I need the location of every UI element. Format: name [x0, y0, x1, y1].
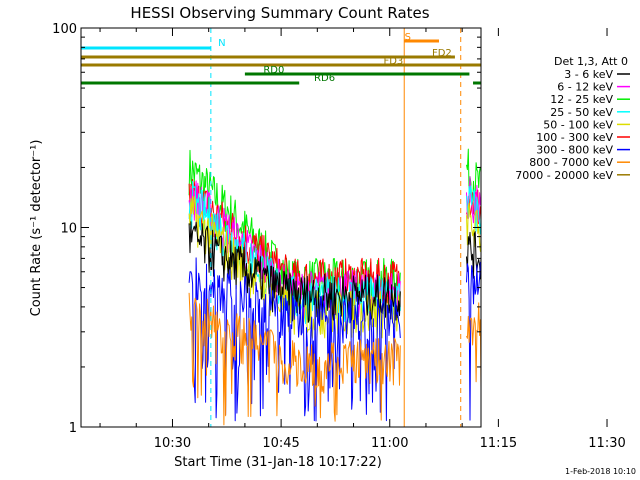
- x-tick-label: 10:30: [154, 436, 191, 451]
- legend-header: Det 1,3, Att 0: [554, 55, 628, 68]
- y-axis: 1 10 100: [52, 22, 481, 436]
- chart-title: HESSI Observing Summary Count Rates: [130, 4, 429, 22]
- y-axis-title: Count Rate (s⁻¹ detector⁻¹): [29, 140, 44, 317]
- legend-label: 300 - 800 keV: [536, 144, 613, 157]
- y-tick-label: 10: [60, 222, 77, 237]
- y-tick-label: 1: [69, 421, 77, 436]
- x-tick-label: 11:15: [480, 436, 517, 451]
- legend-label: 50 - 100 keV: [543, 118, 613, 131]
- flag-label-fd2: FD2: [432, 48, 452, 59]
- flag-label-fd3: FD3: [383, 56, 403, 67]
- x-tick-label: 11:30: [588, 436, 625, 451]
- legend-label: 12 - 25 keV: [550, 93, 613, 106]
- legend-label: 100 - 300 keV: [536, 131, 613, 144]
- flag-label-rd6: RD6: [314, 73, 335, 84]
- flag-label-n: N: [218, 38, 225, 49]
- legend-label: 6 - 12 keV: [557, 81, 613, 94]
- legend-label: 3 - 6 keV: [564, 68, 613, 81]
- series-line-3-6-kev-1: [188, 221, 401, 323]
- x-tick-label: 11:00: [371, 436, 408, 451]
- series-line-300-800-kev-1: [188, 257, 401, 422]
- flag-label-rd0: RD0: [263, 65, 284, 76]
- date-stamp: 1-Feb-2018 10:10: [565, 467, 636, 476]
- x-tick-label: 10:45: [262, 436, 299, 451]
- legend-label: 800 - 7000 keV: [529, 156, 613, 169]
- legend-label: 7000 - 20000 keV: [515, 169, 613, 182]
- legend-label: 25 - 50 keV: [550, 106, 613, 119]
- x-axis-title: Start Time (31-Jan-18 10:17:22): [174, 455, 382, 470]
- orbit-flags: N S FD2 FD3 RD0 RD6: [81, 32, 481, 85]
- plot-area: [188, 28, 481, 427]
- series-line-800-7000-kev-1: [188, 292, 401, 426]
- flag-label-s: S: [405, 32, 411, 43]
- y-tick-label: 100: [52, 22, 77, 37]
